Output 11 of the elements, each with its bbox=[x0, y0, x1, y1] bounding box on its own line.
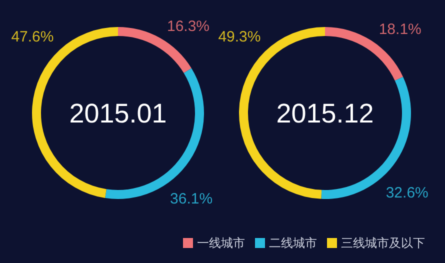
legend-label: 一线城市 bbox=[197, 236, 245, 250]
data-label: 16.3% bbox=[167, 18, 210, 36]
data-label: 49.3% bbox=[218, 28, 261, 46]
text: 2015.12 bbox=[276, 98, 374, 128]
legend-label: 二线城市 bbox=[269, 236, 317, 250]
data-label: 47.6% bbox=[11, 28, 54, 46]
data-label: 18.1% bbox=[378, 20, 422, 38]
text: 2015.01 bbox=[69, 98, 167, 128]
legend-label: 三线城市及以下 bbox=[341, 236, 425, 250]
data-label: 32.6% bbox=[386, 184, 428, 202]
data-label: 36.1% bbox=[170, 190, 213, 208]
